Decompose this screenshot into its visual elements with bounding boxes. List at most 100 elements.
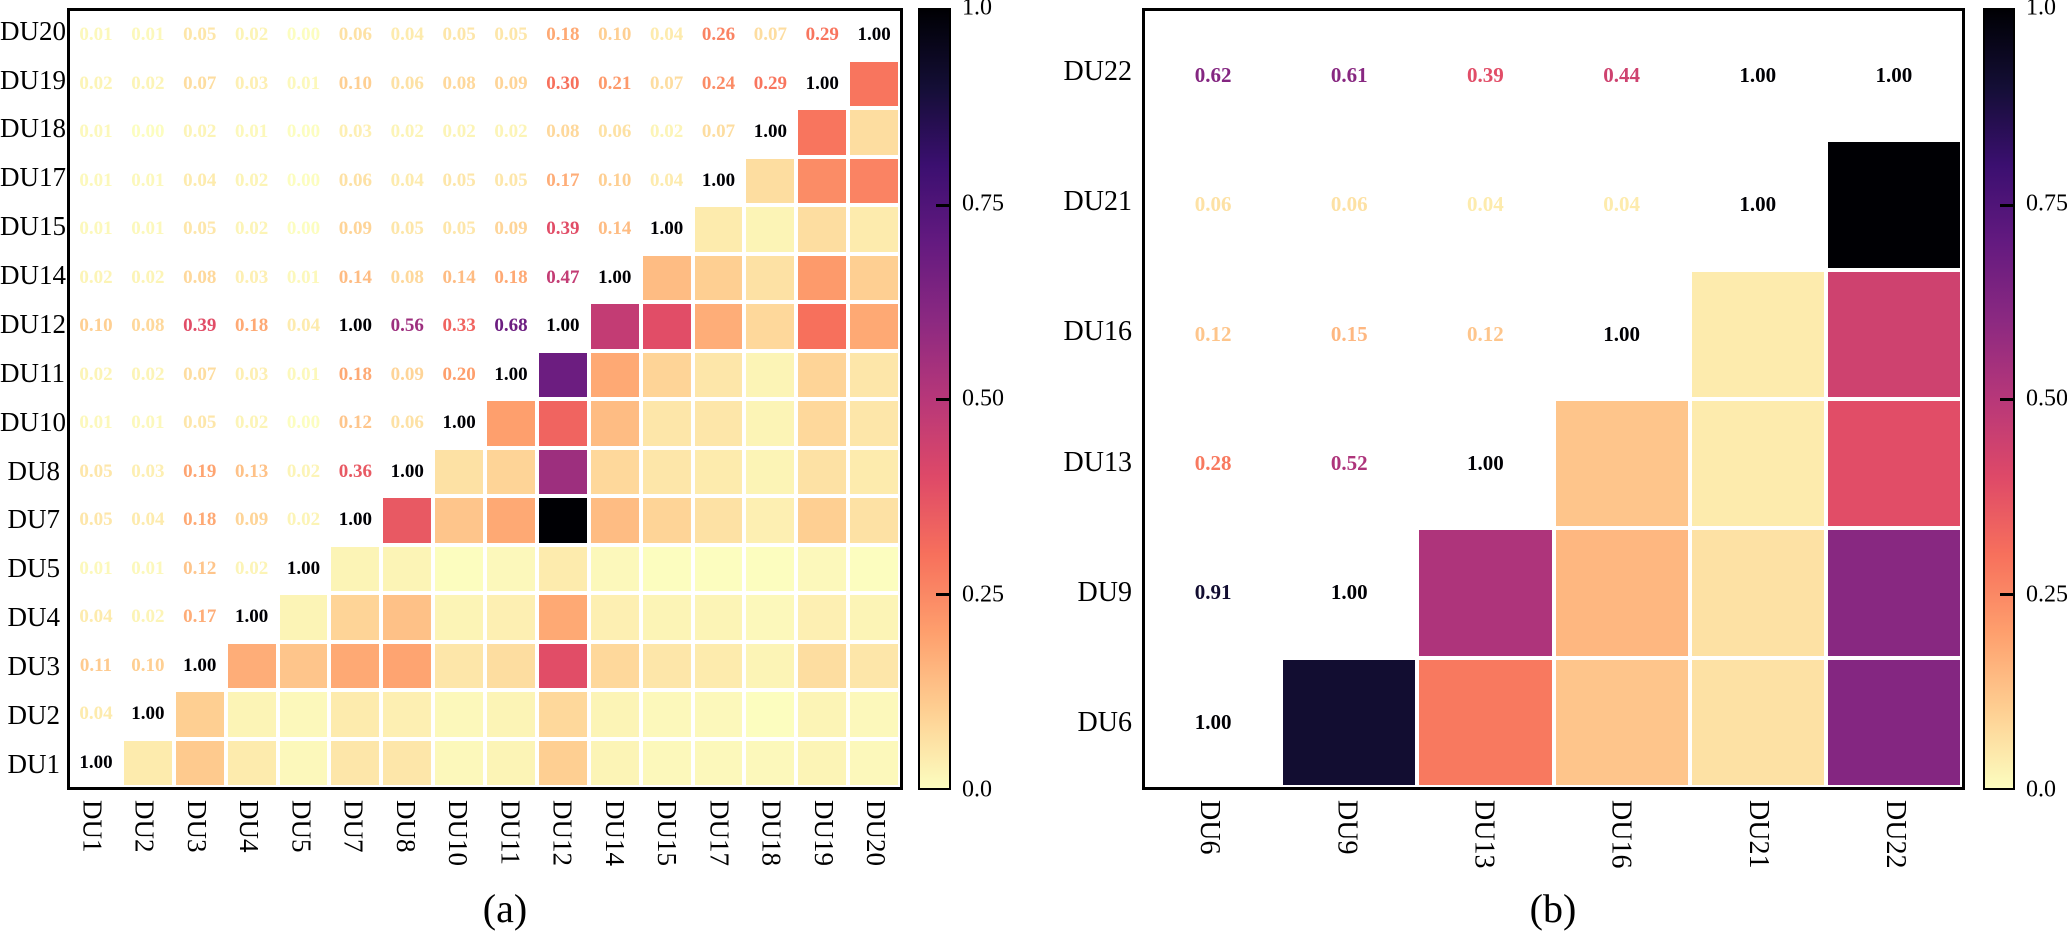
heatmap-color-cell [796, 108, 849, 157]
heatmap-color-cell [796, 447, 849, 496]
heatmap-value-cell: 1.00 [121, 690, 174, 739]
heatmap-color-cell [796, 253, 849, 302]
heatmap-value-cell: 0.10 [588, 11, 641, 60]
heatmap-color-cell [433, 641, 485, 690]
heatmap-value-cell: 0.33 [433, 302, 485, 351]
heatmap-value-cell: 0.52 [1281, 398, 1418, 529]
heatmap-value-cell: 0.07 [173, 59, 226, 108]
heatmap-value-cell: 1.00 [70, 738, 122, 787]
heatmap-value-cell: 1.00 [433, 399, 485, 448]
heatmap-value-cell: 0.04 [640, 156, 693, 205]
heatmap-color-cell [848, 447, 900, 496]
heatmap-color-cell [692, 496, 745, 545]
heatmap-value-cell: 0.10 [329, 59, 382, 108]
heatmap-color-cell [744, 350, 797, 399]
heatmap-value-cell: 0.05 [173, 205, 226, 254]
colorbar-tick [2000, 398, 2013, 401]
heatmap-value-cell: 0.00 [277, 399, 330, 448]
heatmap-value-cell: 0.08 [173, 253, 226, 302]
y-tick-label: DU19 [0, 64, 66, 95]
heatmap-color-cell [485, 399, 537, 448]
heatmap-value-cell: 0.01 [70, 205, 122, 254]
heatmap-color-cell [692, 738, 745, 787]
heatmap-color-cell [640, 350, 693, 399]
heatmap-value-cell: 0.29 [744, 59, 797, 108]
colorbar-tick-label: 0.75 [2026, 190, 2067, 216]
heatmap-value-cell: 0.02 [433, 108, 485, 157]
heatmap-color-cell [536, 496, 589, 545]
heatmap-value-cell: 0.15 [1281, 269, 1418, 399]
heatmap-color-cell [744, 156, 797, 205]
x-tick-label: DU22 [1880, 800, 1912, 869]
heatmap-color-cell [640, 641, 693, 690]
heatmap-value-cell: 0.04 [277, 302, 330, 351]
heatmap-value-cell: 0.06 [329, 11, 382, 60]
y-tick-label: DU11 [0, 357, 65, 388]
heatmap-value-cell: 0.02 [225, 544, 278, 593]
heatmap-color-cell [744, 544, 797, 593]
heatmap-value-cell: 0.68 [485, 302, 537, 351]
heatmap-value-cell: 0.06 [381, 59, 434, 108]
heatmap-color-cell [744, 593, 797, 642]
heatmap-color-cell [277, 641, 330, 690]
heatmap-value-cell: 0.02 [485, 108, 537, 157]
heatmap-color-cell [692, 690, 745, 739]
y-tick-label: DU21 [1063, 186, 1132, 218]
x-tick-label: DU3 [181, 800, 212, 853]
heatmap-color-cell [692, 399, 745, 448]
heatmap-value-cell: 0.05 [433, 11, 485, 60]
y-tick-label: DU2 [7, 699, 61, 730]
heatmap-color-cell [796, 205, 849, 254]
heatmap-color-cell [536, 544, 589, 593]
heatmap-color-cell [121, 738, 174, 787]
heatmap-color-cell [1281, 657, 1418, 787]
heatmap-value-cell: 0.05 [173, 11, 226, 60]
heatmap-color-cell [640, 253, 693, 302]
heatmap-color-cell [848, 641, 900, 690]
heatmap-color-cell [796, 496, 849, 545]
heatmap-color-cell [796, 302, 849, 351]
heatmap-value-cell: 0.02 [640, 108, 693, 157]
heatmap-color-cell [485, 593, 537, 642]
heatmap-color-cell [588, 496, 641, 545]
heatmap-value-cell: 0.19 [173, 447, 226, 496]
heatmap-value-cell: 1.00 [744, 108, 797, 157]
heatmap-value-cell: 0.39 [1417, 11, 1554, 141]
heatmap-color-cell [1689, 528, 1826, 658]
heatmap-value-cell: 0.02 [70, 350, 122, 399]
y-tick-label: DU4 [7, 602, 61, 633]
heatmap-color-cell [692, 253, 745, 302]
heatmap-value-cell: 0.14 [329, 253, 382, 302]
heatmap-color-cell [1825, 398, 1962, 529]
heatmap-color-cell [433, 544, 485, 593]
heatmap-color-cell [1689, 269, 1826, 399]
heatmap-value-cell: 0.09 [381, 350, 434, 399]
heatmap-color-cell [1825, 528, 1962, 658]
heatmap-value-cell: 1.00 [588, 253, 641, 302]
heatmap-color-cell [744, 496, 797, 545]
heatmap-value-cell: 0.18 [329, 350, 382, 399]
heatmap-value-cell: 0.01 [70, 108, 122, 157]
x-tick-label: DU12 [547, 800, 578, 866]
heatmap-color-cell [848, 399, 900, 448]
heatmap-color-cell [692, 205, 745, 254]
heatmap-value-cell: 0.06 [588, 108, 641, 157]
y-tick-label: DU18 [0, 113, 66, 144]
heatmap-color-cell [796, 156, 849, 205]
heatmap-value-cell: 0.09 [225, 496, 278, 545]
heatmap-color-cell [536, 447, 589, 496]
y-tick-label: DU16 [1063, 316, 1132, 348]
heatmap-value-cell: 0.18 [225, 302, 278, 351]
heatmap-color-cell [381, 544, 434, 593]
heatmap-value-cell: 0.47 [536, 253, 589, 302]
heatmap-value-cell: 0.02 [277, 496, 330, 545]
heatmap-color-cell [485, 690, 537, 739]
heatmap-value-cell: 0.12 [329, 399, 382, 448]
heatmap-value-cell: 1.00 [692, 156, 745, 205]
y-tick-label: DU1 [7, 748, 61, 779]
heatmap-value-cell: 0.00 [277, 205, 330, 254]
heatmap-value-cell: 1.00 [225, 593, 278, 642]
heatmap-color-cell [536, 738, 589, 787]
heatmap-color-cell [1825, 269, 1962, 399]
